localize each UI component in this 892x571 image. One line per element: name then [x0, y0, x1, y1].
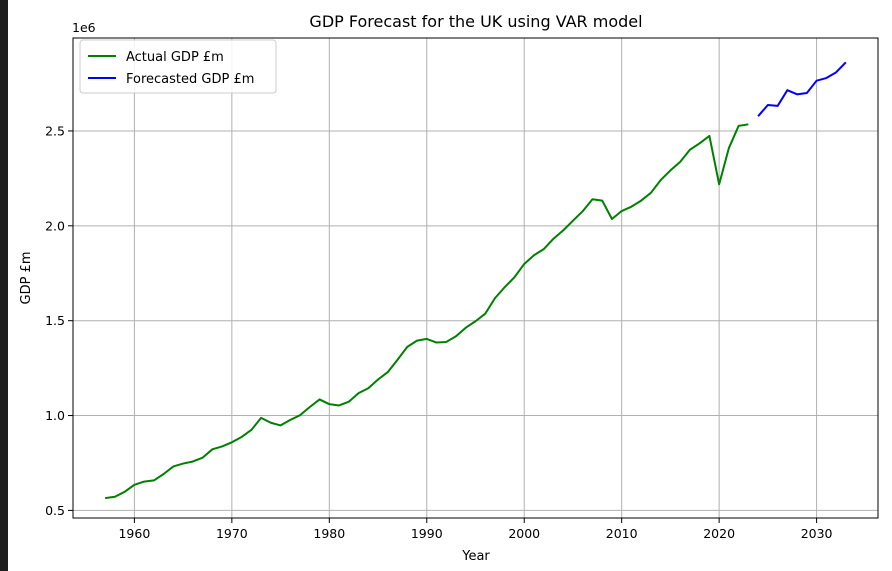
- x-tick-label: 1960: [118, 526, 150, 541]
- x-tick-label: 1980: [313, 526, 345, 541]
- legend-label-actual: Actual GDP £m: [126, 50, 224, 65]
- legend: Actual GDP £m Forecasted GDP £m: [79, 39, 277, 94]
- plot-frame: [72, 37, 879, 519]
- y-offset-label: 1e6: [72, 20, 96, 35]
- legend-label-forecast: Forecasted GDP £m: [126, 72, 254, 87]
- x-tick-label: 1970: [216, 526, 248, 541]
- x-tick-label: 2010: [606, 526, 638, 541]
- y-tick-label: 2.0: [45, 218, 65, 233]
- x-axis-label: Year: [461, 549, 490, 564]
- x-tick-label: 1990: [411, 526, 443, 541]
- x-tick-label: 2020: [703, 526, 735, 541]
- actual-gdp-line: [105, 123, 749, 500]
- grid-layer: [73, 38, 878, 518]
- legend-box: [79, 39, 277, 94]
- forecast-gdp-line: [757, 61, 847, 117]
- series-layer: [105, 61, 847, 500]
- y-axis-label: GDP £m: [19, 252, 34, 305]
- x-tick-label: 2030: [801, 526, 833, 541]
- line-chart: GDP Forecast for the UK using VAR model …: [19, 12, 879, 564]
- chart-title: GDP Forecast for the UK using VAR model: [309, 12, 642, 31]
- chart-figure: GDP Forecast for the UK using VAR model …: [8, 0, 892, 571]
- x-tick-label: 2000: [508, 526, 540, 541]
- y-tick-label: 1.5: [45, 313, 65, 328]
- tick-layer: 1960 1970 1980 1990 2000 2010 2020 2030 0.5 1.0 1.…: [45, 123, 832, 541]
- y-tick-label: 1.0: [45, 408, 65, 423]
- y-tick-label: 2.5: [45, 123, 65, 138]
- y-tick-label: 0.5: [45, 503, 65, 518]
